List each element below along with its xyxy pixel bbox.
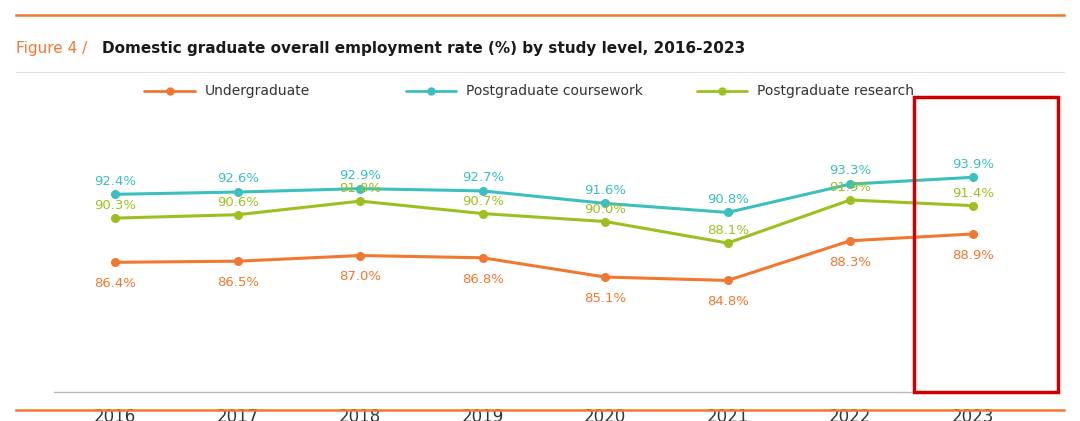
Text: 85.1%: 85.1%	[584, 292, 626, 305]
Text: 92.4%: 92.4%	[94, 175, 136, 187]
Text: 88.1%: 88.1%	[706, 224, 748, 237]
Text: 84.8%: 84.8%	[706, 295, 748, 308]
Text: 90.3%: 90.3%	[94, 200, 136, 213]
Text: Domestic graduate overall employment rate (%) by study level, 2016-2023: Domestic graduate overall employment rat…	[103, 41, 745, 56]
Text: 86.5%: 86.5%	[217, 276, 259, 289]
Text: 86.8%: 86.8%	[462, 272, 503, 285]
Text: 86.4%: 86.4%	[94, 277, 136, 290]
Text: Undergraduate: Undergraduate	[205, 83, 310, 98]
Text: 90.6%: 90.6%	[217, 196, 259, 209]
Text: 87.0%: 87.0%	[339, 270, 381, 283]
Text: Figure 4 /: Figure 4 /	[16, 41, 92, 56]
Text: 88.9%: 88.9%	[951, 249, 994, 262]
Text: 91.8%: 91.8%	[339, 182, 381, 195]
Text: 93.9%: 93.9%	[951, 157, 994, 171]
Text: Postgraduate research: Postgraduate research	[757, 83, 914, 98]
Text: Postgraduate coursework: Postgraduate coursework	[465, 83, 643, 98]
Text: 91.6%: 91.6%	[584, 184, 626, 197]
Text: 88.3%: 88.3%	[829, 256, 872, 269]
Text: 90.8%: 90.8%	[706, 193, 748, 205]
Text: 92.9%: 92.9%	[339, 169, 381, 182]
Text: 93.3%: 93.3%	[829, 164, 872, 177]
Text: 91.4%: 91.4%	[951, 187, 994, 200]
Text: 92.6%: 92.6%	[217, 172, 259, 185]
Bar	[914, 97, 1058, 392]
Text: 92.7%: 92.7%	[461, 171, 503, 184]
Text: 90.0%: 90.0%	[584, 203, 626, 216]
Text: 91.9%: 91.9%	[829, 181, 872, 195]
Text: 90.7%: 90.7%	[462, 195, 503, 208]
